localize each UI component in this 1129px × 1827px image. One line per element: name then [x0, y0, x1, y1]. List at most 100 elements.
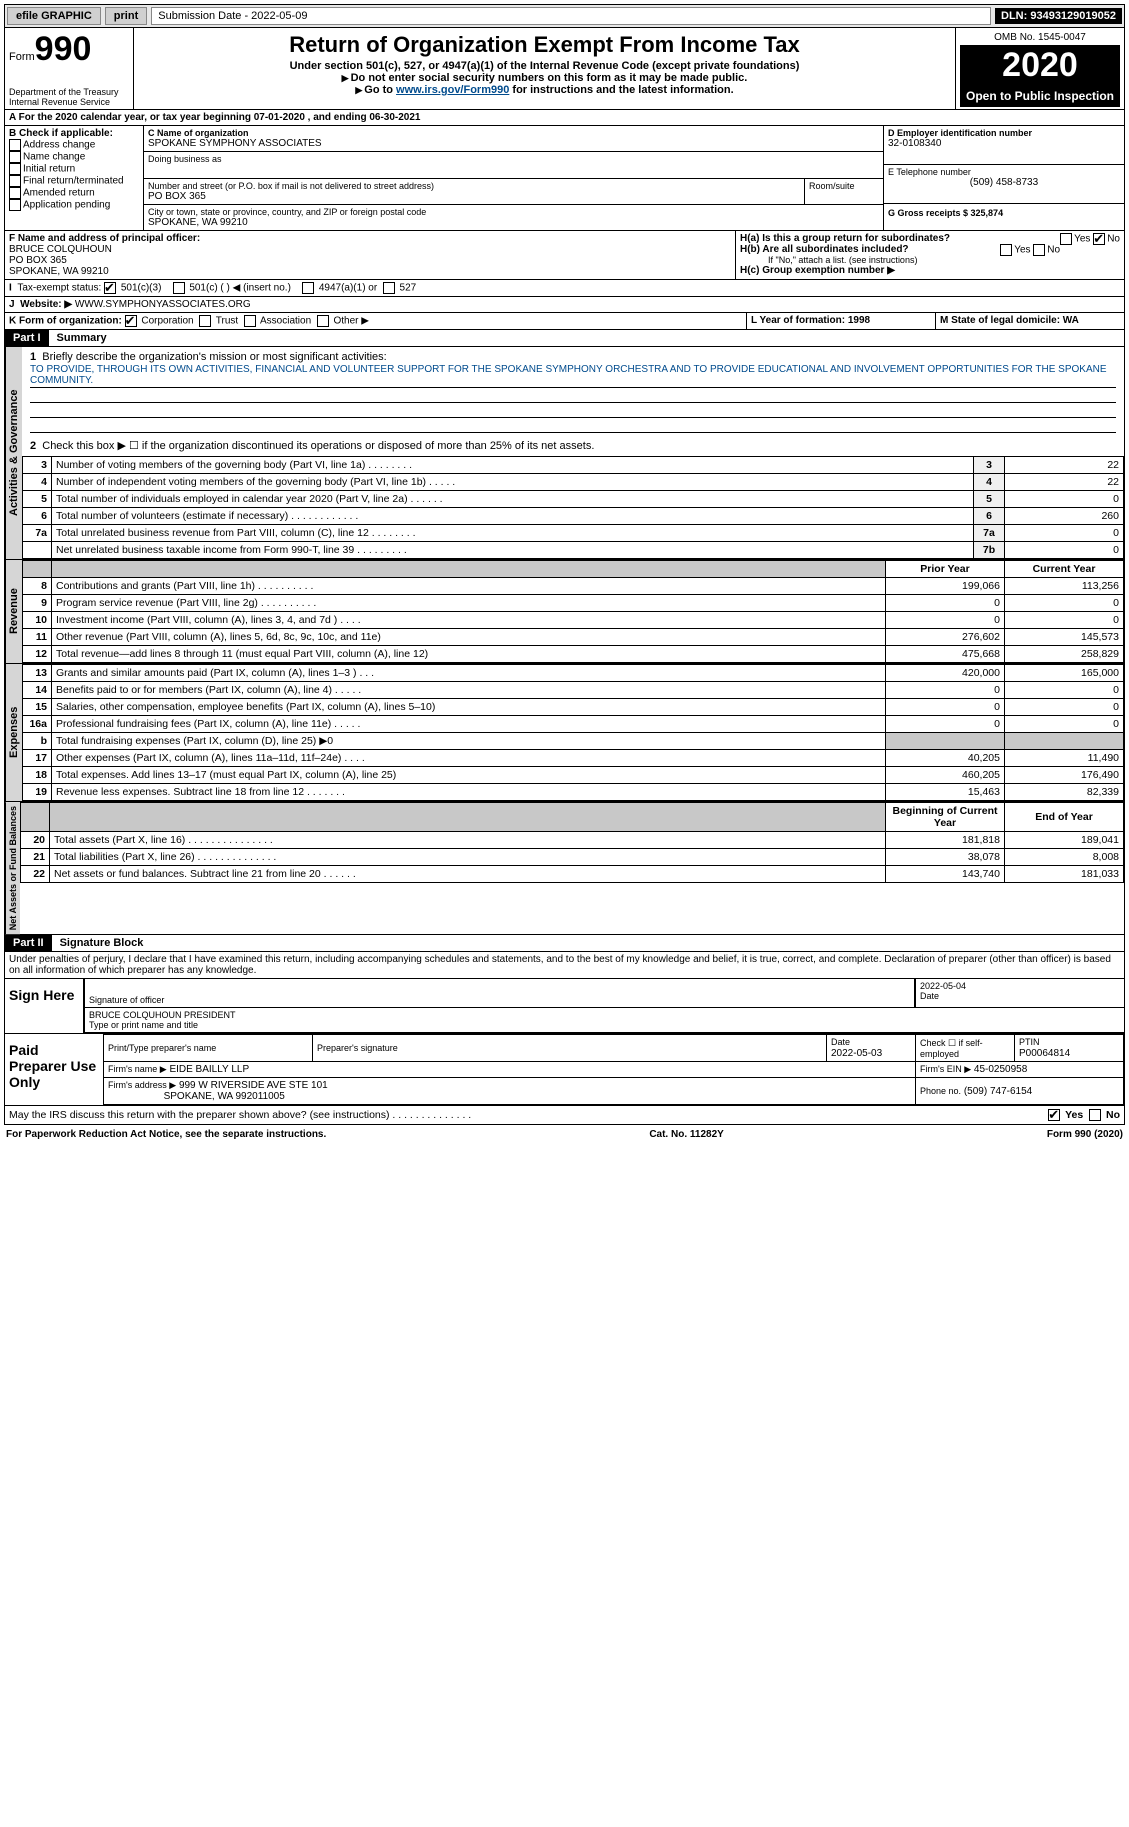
- firm-name-label: Firm's name ▶: [108, 1064, 167, 1074]
- ptin-value: P00064814: [1019, 1048, 1070, 1059]
- cb-final-return[interactable]: [9, 175, 21, 187]
- cb-4947[interactable]: [302, 282, 314, 294]
- cb-ha-yes[interactable]: [1060, 233, 1072, 245]
- cb-initial-return[interactable]: [9, 163, 21, 175]
- cb-hb-yes[interactable]: [1000, 244, 1012, 256]
- current-value: 11,490: [1005, 750, 1124, 767]
- line-num: 14: [23, 682, 52, 699]
- cb-name-change[interactable]: [9, 151, 21, 163]
- row-j: J Website: ▶ WWW.SYMPHONYASSOCIATES.ORG: [4, 297, 1125, 313]
- line-text: Program service revenue (Part VIII, line…: [52, 595, 886, 612]
- line-text: Net unrelated business taxable income fr…: [52, 542, 974, 559]
- cb-discuss-no[interactable]: [1089, 1109, 1101, 1121]
- cb-527[interactable]: [383, 282, 395, 294]
- omb-number: OMB No. 1545-0047: [960, 30, 1120, 46]
- line-num: 19: [23, 784, 52, 801]
- hb-no: No: [1047, 245, 1060, 256]
- submission-date: Submission Date - 2022-05-09: [151, 7, 991, 25]
- prep-date-value: 2022-05-03: [831, 1048, 882, 1059]
- line-text: Number of voting members of the governin…: [52, 457, 974, 474]
- period-text: For the 2020 calendar year, or tax year …: [19, 112, 421, 123]
- prior-value: 276,602: [886, 629, 1005, 646]
- prior-value: 0: [886, 612, 1005, 629]
- prior-value: 460,205: [886, 767, 1005, 784]
- officer-group-row: F Name and address of principal officer:…: [4, 231, 1125, 280]
- prep-date-label: Date: [831, 1037, 850, 1047]
- prior-value: 0: [886, 682, 1005, 699]
- cb-amended[interactable]: [9, 187, 21, 199]
- efile-button[interactable]: efile GRAPHIC: [7, 7, 101, 25]
- prior-value: 181,818: [886, 832, 1005, 849]
- spacer: [52, 561, 886, 578]
- form-subtitle: Under section 501(c), 527, or 4947(a)(1)…: [138, 60, 951, 72]
- e-label: E Telephone number: [888, 167, 1120, 177]
- line-value: 260: [1005, 508, 1124, 525]
- phone-value: (509) 458-8733: [888, 177, 1120, 188]
- discuss-text: May the IRS discuss this return with the…: [9, 1109, 471, 1121]
- k-label: K Form of organization:: [9, 316, 122, 327]
- paid-preparer-label: Paid Preparer Use Only: [5, 1034, 103, 1105]
- prior-value: 15,463: [886, 784, 1005, 801]
- prior-value: 0: [886, 716, 1005, 733]
- prior-value: 40,205: [886, 750, 1005, 767]
- section-b: B Check if applicable: Address change Na…: [5, 126, 144, 230]
- form-number: 990: [35, 30, 92, 68]
- k-other: Other ▶: [333, 316, 368, 327]
- cb-hb-no[interactable]: [1033, 244, 1045, 256]
- cb-discuss-yes[interactable]: [1048, 1109, 1060, 1121]
- m-state-domicile: M State of legal domicile: WA: [936, 313, 1124, 329]
- line-num: 12: [23, 646, 52, 663]
- cb-pending[interactable]: [9, 199, 21, 211]
- line-num: 15: [23, 699, 52, 716]
- page-footer: For Paperwork Reduction Act Notice, see …: [4, 1125, 1125, 1144]
- col-header-left: Beginning of Current Year: [886, 803, 1005, 832]
- prep-self-employed: Check ☐ if self-employed: [916, 1035, 1015, 1062]
- i-label: Tax-exempt status:: [17, 283, 101, 294]
- cb-501c3[interactable]: [104, 282, 116, 294]
- print-button[interactable]: print: [105, 7, 147, 25]
- cb-assoc[interactable]: [244, 315, 256, 327]
- line-text: Total revenue—add lines 8 through 11 (mu…: [52, 646, 886, 663]
- line-num: 21: [21, 849, 50, 866]
- cb-501c[interactable]: [173, 282, 185, 294]
- revenue-table: Prior Year Current Year8 Contributions a…: [22, 560, 1124, 663]
- b-item-0: Address change: [23, 140, 95, 151]
- sign-here-block: Sign Here Signature of officer 2022-05-0…: [4, 979, 1125, 1034]
- cb-trust[interactable]: [199, 315, 211, 327]
- governance-table: 3 Number of voting members of the govern…: [22, 456, 1124, 559]
- current-value: 189,041: [1005, 832, 1124, 849]
- b-item-5: Application pending: [23, 200, 110, 211]
- line-num: 8: [23, 578, 52, 595]
- line-text: Salaries, other compensation, employee b…: [52, 699, 886, 716]
- part2-badge: Part II: [5, 935, 52, 951]
- current-value: 0: [1005, 595, 1124, 612]
- cb-other[interactable]: [317, 315, 329, 327]
- irs-link[interactable]: www.irs.gov/Form990: [396, 84, 509, 96]
- i-4947: 4947(a)(1) or: [319, 283, 377, 294]
- period-row: A For the 2020 calendar year, or tax yea…: [4, 110, 1125, 126]
- goto-pre: Go to: [364, 84, 396, 96]
- g-gross-receipts: G Gross receipts $ 325,874: [884, 204, 1124, 222]
- k-corp: Corporation: [141, 316, 193, 327]
- ssn-note: Do not enter social security numbers on …: [138, 72, 951, 84]
- part2-header: Part II Signature Block: [4, 935, 1125, 952]
- cb-address-change[interactable]: [9, 139, 21, 151]
- row-i: I Tax-exempt status: 501(c)(3) 501(c) ( …: [4, 280, 1125, 297]
- prior-value: 143,740: [886, 866, 1005, 883]
- penalty-statement: Under penalties of perjury, I declare th…: [4, 952, 1125, 979]
- cb-ha-no[interactable]: [1093, 233, 1105, 245]
- room-label: Room/suite: [805, 179, 883, 204]
- b-item-2: Initial return: [23, 164, 75, 175]
- dba-label: Doing business as: [148, 154, 879, 164]
- line-num: 4: [23, 474, 52, 491]
- ein-value: 32-0108340: [888, 138, 1120, 149]
- firm-name-value: EIDE BAILLY LLP: [169, 1064, 249, 1075]
- line-num: 7a: [23, 525, 52, 542]
- prep-name-label: Print/Type preparer's name: [108, 1043, 216, 1053]
- sig-officer-label: Signature of officer: [89, 995, 164, 1005]
- website-value: WWW.SYMPHONYASSOCIATES.ORG: [75, 299, 251, 310]
- cb-corp[interactable]: [125, 315, 137, 327]
- street-value: PO BOX 365: [148, 191, 800, 202]
- col-header-right: Current Year: [1005, 561, 1124, 578]
- discuss-row: May the IRS discuss this return with the…: [4, 1106, 1125, 1125]
